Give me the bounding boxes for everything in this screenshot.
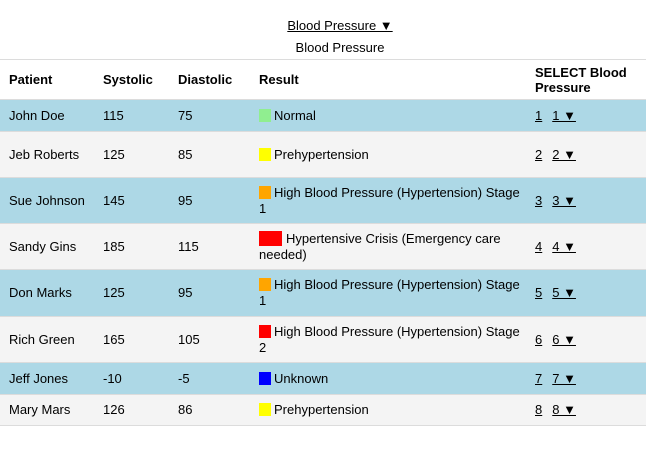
select-link[interactable]: 4: [535, 238, 543, 254]
systolic-value: 145: [103, 192, 125, 208]
select-link[interactable]: 5: [535, 285, 543, 300]
systolic-value: 185: [103, 238, 125, 254]
select-cell: 7 7 ▼: [526, 363, 646, 395]
select-dropdown[interactable]: 1 ▼: [552, 107, 576, 123]
select-cell: 4 4 ▼: [526, 224, 646, 270]
diastolic-value: 95: [178, 192, 193, 208]
select-link[interactable]: 6: [535, 331, 543, 347]
select-cell: 1 1 ▼: [526, 100, 646, 132]
select-link[interactable]: 8: [535, 402, 543, 417]
table-row: John Doe 115 75 Normal 1 1 ▼: [0, 99, 646, 132]
result-cell: High Blood Pressure (Hypertension) Stage…: [250, 178, 526, 224]
patient-name: Don Marks: [9, 285, 72, 300]
col-header-patient: Patient: [0, 59, 94, 100]
status-color-swatch: [259, 403, 271, 416]
subtitle: Blood Pressure: [295, 40, 385, 55]
result-text: Prehypertension: [274, 146, 369, 162]
diastolic-value: 105: [178, 331, 200, 347]
table-row: Sandy Gins 185 115 Hypertensive Crisis (Eme…: [0, 223, 646, 270]
select-link[interactable]: 2: [535, 146, 543, 162]
status-color-swatch: [259, 185, 271, 199]
select-dropdown[interactable]: 7 ▼: [552, 370, 576, 386]
table-row: Sue Johnson 145 95 High Blood Pressure (Hyp…: [0, 177, 646, 224]
result-text: Prehypertension: [274, 402, 369, 417]
select-cell: 8 8 ▼: [526, 395, 646, 426]
status-color-swatch: [259, 230, 282, 246]
systolic-value: 115: [103, 107, 124, 123]
blood-pressure-table: Patient Systolic Diastolic Result SELECT…: [0, 59, 646, 426]
blood-pressure-dropdown-link[interactable]: Blood Pressure ▼: [287, 18, 393, 33]
table-header-row: Patient Systolic Diastolic Result SELECT…: [0, 59, 646, 100]
select-link[interactable]: 1: [535, 107, 543, 123]
select-link[interactable]: 7: [535, 370, 543, 386]
systolic-value: 125: [103, 285, 125, 300]
select-dropdown[interactable]: 6 ▼: [552, 331, 576, 347]
select-link[interactable]: 3: [535, 192, 543, 208]
col-header-systolic: Systolic: [94, 59, 169, 100]
diastolic-value: 75: [178, 107, 193, 123]
patient-name: Jeff Jones: [9, 370, 69, 386]
diastolic-value: -5: [178, 370, 190, 386]
select-dropdown[interactable]: 5 ▼: [552, 285, 576, 300]
table-row: Rich Green 165 105 High Blood Pressure (Hyp…: [0, 316, 646, 363]
result-text: High Blood Pressure (Hypertension) Stage…: [259, 184, 520, 216]
patient-name: Mary Mars: [9, 402, 71, 417]
systolic-value: 125: [103, 146, 125, 162]
result-text: Unknown: [274, 370, 329, 386]
result-text: Hypertensive Crisis (Emergency care need…: [259, 230, 501, 262]
systolic-value: 126: [103, 402, 125, 417]
patient-name: John Doe: [9, 107, 65, 123]
col-header-diastolic: Diastolic: [169, 59, 250, 100]
patient-name: Sandy Gins: [9, 238, 77, 254]
select-cell: 6 6 ▼: [526, 317, 646, 363]
select-dropdown[interactable]: 4 ▼: [552, 238, 576, 254]
select-cell: 2 2 ▼: [526, 132, 646, 178]
diastolic-value: 85: [178, 146, 193, 162]
status-color-swatch: [259, 278, 271, 291]
result-cell: Unknown: [250, 363, 526, 395]
result-text: Normal: [274, 107, 316, 123]
result-cell: Hypertensive Crisis (Emergency care need…: [250, 224, 526, 270]
col-header-select: SELECT Blood Pressure: [526, 59, 646, 100]
patient-name: Rich Green: [9, 331, 75, 347]
systolic-value: -10: [103, 370, 122, 386]
status-color-swatch: [259, 147, 271, 161]
patient-name: Sue Johnson: [9, 192, 85, 208]
table-row: Jeb Roberts 125 85 Prehypertension 2 2 ▼: [0, 131, 646, 178]
result-text: High Blood Pressure (Hypertension) Stage…: [259, 277, 520, 308]
status-color-swatch: [259, 108, 271, 122]
patient-name: Jeb Roberts: [9, 146, 80, 162]
select-dropdown[interactable]: 2 ▼: [552, 146, 576, 162]
select-cell: 5 5 ▼: [526, 270, 646, 317]
result-cell: High Blood Pressure (Hypertension) Stage…: [250, 270, 526, 317]
status-color-swatch: [259, 371, 271, 385]
diastolic-value: 115: [178, 238, 199, 254]
result-cell: Prehypertension: [250, 132, 526, 178]
result-text: High Blood Pressure (Hypertension) Stage…: [259, 323, 520, 355]
systolic-value: 165: [103, 331, 125, 347]
status-color-swatch: [259, 324, 271, 338]
select-cell: 3 3 ▼: [526, 178, 646, 224]
select-dropdown[interactable]: 3 ▼: [552, 192, 576, 208]
result-cell: Prehypertension: [250, 395, 526, 426]
table-row: Jeff Jones -10 -5 Unknown 7 7 ▼: [0, 362, 646, 395]
col-header-result: Result: [250, 59, 526, 100]
diastolic-value: 95: [178, 285, 193, 300]
table-row: Mary Mars 126 86 Prehypertension 8 8 ▼: [0, 394, 646, 426]
result-cell: High Blood Pressure (Hypertension) Stage…: [250, 317, 526, 363]
result-cell: Normal: [250, 100, 526, 132]
select-dropdown[interactable]: 8 ▼: [552, 402, 576, 417]
table-row: Don Marks 125 95 High Blood Pressure (Hyper…: [0, 269, 646, 317]
diastolic-value: 86: [178, 402, 193, 417]
